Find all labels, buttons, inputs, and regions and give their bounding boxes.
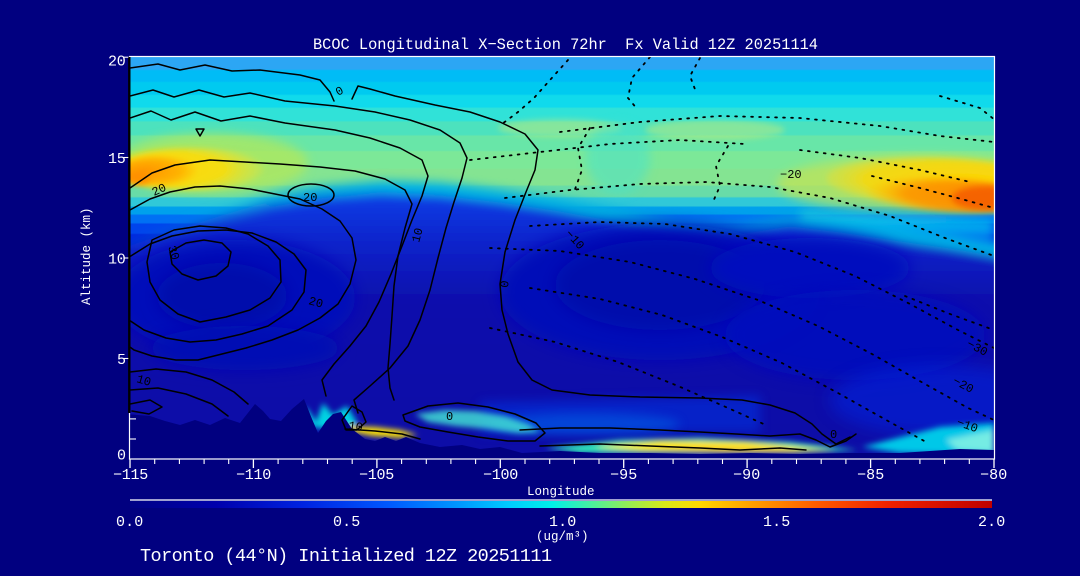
svg-text:1.0: 1.0 — [549, 514, 576, 531]
svg-text:−85: −85 — [857, 467, 884, 484]
svg-text:30: 30 — [164, 244, 182, 262]
svg-text:1.5: 1.5 — [763, 514, 790, 531]
svg-text:0: 0 — [117, 448, 126, 465]
svg-text:20: 20 — [150, 181, 169, 200]
svg-text:10: 10 — [347, 419, 363, 435]
svg-text:−80: −80 — [980, 467, 1007, 484]
svg-text:0: 0 — [446, 410, 453, 424]
svg-text:15: 15 — [108, 151, 126, 168]
svg-text:−115: −115 — [113, 467, 148, 484]
svg-text:20: 20 — [307, 294, 325, 311]
svg-text:0: 0 — [498, 280, 513, 288]
svg-text:Longitude: Longitude — [527, 485, 595, 499]
svg-text:20: 20 — [303, 191, 317, 205]
svg-text:0.5: 0.5 — [333, 514, 360, 531]
svg-text:(ug/m³): (ug/m³) — [536, 530, 589, 544]
svg-text:0.0: 0.0 — [116, 514, 143, 531]
svg-text:10: 10 — [135, 372, 153, 389]
svg-text:BCOC Longitudinal X−Section 72: BCOC Longitudinal X−Section 72hr Fx Vali… — [313, 36, 818, 54]
svg-text:Altitude (km): Altitude (km) — [80, 207, 94, 305]
svg-text:20: 20 — [108, 54, 126, 71]
svg-text:−110: −110 — [236, 467, 271, 484]
svg-text:Toronto (44°N) Initialized 12Z: Toronto (44°N) Initialized 12Z 20251111 — [140, 546, 552, 567]
svg-text:2.0: 2.0 — [978, 514, 1005, 531]
svg-text:5: 5 — [117, 352, 126, 369]
svg-text:−10: −10 — [955, 416, 980, 437]
svg-text:−105: −105 — [359, 467, 394, 484]
svg-text:10: 10 — [409, 226, 426, 244]
svg-text:−90: −90 — [733, 467, 760, 484]
svg-text:−95: −95 — [610, 467, 637, 484]
svg-text:−20: −20 — [780, 168, 802, 182]
svg-text:0: 0 — [830, 428, 837, 442]
svg-text:−100: −100 — [483, 467, 518, 484]
svg-text:10: 10 — [108, 252, 126, 269]
